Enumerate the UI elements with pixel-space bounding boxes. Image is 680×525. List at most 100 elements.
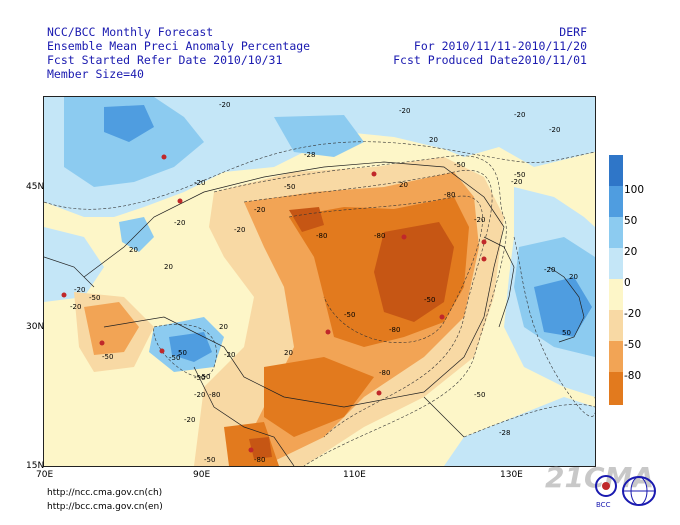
color-box [609, 341, 623, 372]
city-marker [401, 234, 407, 240]
contour-label: -50 [102, 353, 113, 361]
contour-label: -50 [204, 456, 215, 464]
wmo-logo [622, 476, 656, 506]
bcc-logo-text: BCC [596, 501, 611, 509]
contour-label: 20 [569, 273, 578, 281]
blue-region-south [444, 397, 595, 466]
city-marker [159, 348, 165, 354]
contour-label: -50 [474, 391, 485, 399]
color-box [609, 155, 623, 186]
orange-region-darkest [374, 222, 454, 322]
legend-label: -50 [624, 339, 642, 351]
city-marker [99, 340, 105, 346]
city-marker [376, 390, 382, 396]
contour-label: -20 [254, 206, 265, 214]
city-marker [61, 292, 67, 298]
contour-label: -20 [219, 101, 230, 109]
city-marker [481, 256, 487, 262]
contour-label: -20 [399, 107, 410, 115]
url-chinese: http://ncc.cma.gov.cn(ch) [47, 488, 163, 498]
produced-date: Fcst Produced Date2010/11/01 [393, 53, 587, 67]
contour-label: -80 [444, 191, 455, 199]
contour-label: -20 [474, 216, 485, 224]
lat-tick-30n: 30N [26, 322, 45, 332]
city-marker [161, 154, 167, 160]
contour-label: 20 [429, 136, 438, 144]
precipitation-anomaly-map: -20 -20 -20 -20 -20 -20 -20 -20 -20 -20 … [43, 96, 596, 467]
orange-region-darkest-3 [249, 437, 272, 459]
contour-label: -28 [304, 151, 315, 159]
legend-label: 20 [624, 246, 638, 258]
lat-tick-45n: 45N [26, 182, 45, 192]
color-box [609, 310, 623, 341]
legend-label: 0 [624, 277, 631, 289]
color-box [609, 217, 623, 248]
contour-label: 20 [399, 181, 408, 189]
url-english: http://bcc.cma.gov.cn(en) [47, 502, 163, 512]
contour-label: -80 [316, 232, 327, 240]
contour-label: -50 [344, 311, 355, 319]
city-marker [371, 171, 377, 177]
orange-region-west-medium [84, 302, 139, 355]
contour-label: -20 [544, 266, 555, 274]
header-line-2: Ensemble Mean Preci Anomaly Percentage [47, 39, 311, 53]
contour-label: -20 [70, 303, 81, 311]
contour-label: 20 [129, 246, 138, 254]
forecast-period: For 2010/11/11-2010/11/20 [413, 39, 587, 53]
legend-label: 50 [624, 215, 638, 227]
contour-label: 20 [284, 349, 293, 357]
contour-label: -20 [511, 178, 522, 186]
orange-region-south-dark [264, 357, 374, 437]
city-marker [325, 329, 331, 335]
city-marker [481, 239, 487, 245]
legend-label: 100 [624, 184, 645, 196]
contour-label: -20 [194, 179, 205, 187]
contour-label: -20 [74, 286, 85, 294]
model-name: DERF [559, 25, 587, 39]
blue-region-mongolia [64, 97, 204, 187]
contour-label: -50 [454, 161, 465, 169]
contour-label: -80 [379, 369, 390, 377]
city-marker [248, 447, 254, 453]
contour-label: -20 [194, 391, 205, 399]
header-line-4: Member Size=40 [47, 67, 144, 81]
city-markers [61, 154, 487, 453]
dark-blue-region-tibet [169, 332, 212, 362]
contour-label: -80 [374, 232, 385, 240]
contour-label: -20 [184, 416, 195, 424]
color-box [609, 372, 623, 405]
contour-label: 50 [562, 329, 571, 337]
contour-label: -50 [284, 183, 295, 191]
contour-label: -80 [209, 391, 220, 399]
lon-tick-70e: 70E [36, 470, 54, 480]
boundaries [44, 161, 585, 466]
legend-label: -80 [624, 370, 642, 382]
contour-label: 50 [178, 349, 187, 357]
contour-label: -20 [514, 111, 525, 119]
blue-region-west [44, 227, 104, 302]
lat-tick-15n: 15N [26, 461, 45, 471]
contour-label: -80 [389, 326, 400, 334]
contour-label: -20 [234, 226, 245, 234]
contour-label: -50 [424, 296, 435, 304]
contour-labels: -20 -20 -20 -20 -20 -20 -20 -20 -20 -20 … [70, 101, 578, 464]
contour-label: -50 [169, 354, 180, 362]
legend-label: -20 [624, 308, 642, 320]
color-box [609, 186, 623, 217]
blue-region-russia [274, 115, 364, 157]
city-marker [177, 198, 183, 204]
bcc-logo: BCC [595, 475, 617, 509]
contour-label: -50 [199, 373, 210, 381]
contour-label: 20 [164, 263, 173, 271]
header-line-3: Fcst Started Refer Date 2010/10/31 [47, 53, 283, 67]
lon-tick-90e: 90E [193, 470, 211, 480]
contour-label: -20 [549, 126, 560, 134]
contour-label: -50 [89, 294, 100, 302]
contour-label: -28 [499, 429, 510, 437]
dark-blue-region-north [104, 105, 154, 142]
contour-label: -20 [174, 219, 185, 227]
color-box [609, 279, 623, 310]
lon-tick-110e: 110E [343, 470, 366, 480]
lon-tick-130e: 130E [500, 470, 523, 480]
contour-label: -50 [514, 171, 525, 179]
